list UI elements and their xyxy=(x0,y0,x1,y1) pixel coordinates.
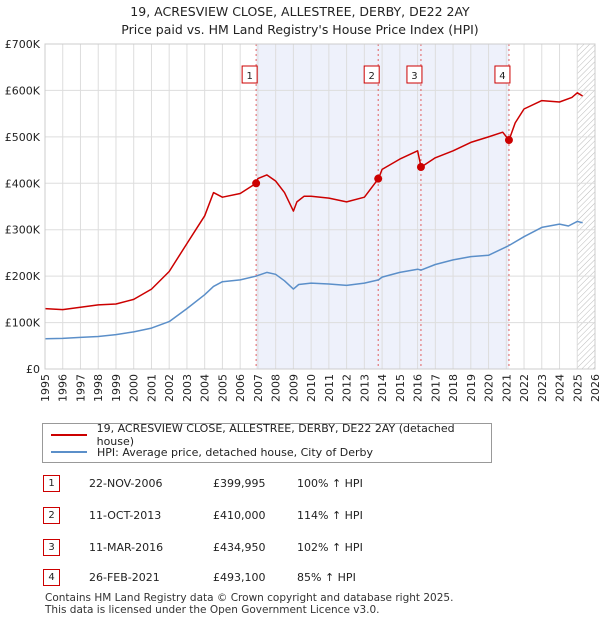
legend-swatch-property xyxy=(51,434,87,436)
sale-number-box xyxy=(241,65,258,84)
x-tick-label: 1998 xyxy=(92,374,105,402)
sale-price: £434,950 xyxy=(213,541,266,554)
x-tick-label: 2025 xyxy=(571,374,584,402)
x-tick-label: 2013 xyxy=(358,374,371,402)
y-tick-label: £0 xyxy=(26,363,40,376)
x-tick-label: 2006 xyxy=(234,374,247,402)
x-tick-label: 2003 xyxy=(181,374,194,402)
x-tick-label: 2019 xyxy=(465,374,478,402)
sale-hpi: 85% ↑ HPI xyxy=(297,571,356,584)
sale-date: 11-MAR-2016 xyxy=(89,541,164,554)
sale-hpi: 102% ↑ HPI xyxy=(297,541,363,554)
sale-date: 26-FEB-2021 xyxy=(89,571,160,584)
sale-hpi: 100% ↑ HPI xyxy=(297,477,363,490)
x-tick-label: 2020 xyxy=(483,374,496,402)
x-tick-label: 2012 xyxy=(341,374,354,402)
legend-item-hpi: HPI: Average price, detached house, City… xyxy=(51,444,373,460)
sale-number-label: 3 xyxy=(411,71,417,82)
x-tick-label: 2022 xyxy=(518,374,531,402)
footer-license: This data is licensed under the Open Gov… xyxy=(45,604,380,616)
sale-row: 1 22-NOV-2006 £399,995 100% ↑ HPI xyxy=(0,475,600,495)
sale-number-label: 4 xyxy=(499,71,505,82)
x-tick-label: 1999 xyxy=(110,374,123,402)
sale-badge: 4 xyxy=(43,569,60,586)
x-tick-label: 2017 xyxy=(429,374,442,402)
x-tick-label: 2001 xyxy=(145,374,158,402)
sale-number-box xyxy=(494,65,511,84)
legend-item-property: 19, ACRESVIEW CLOSE, ALLESTREE, DERBY, D… xyxy=(51,422,491,448)
x-tick-label: 2016 xyxy=(412,374,425,402)
x-tick-label: 2021 xyxy=(500,374,513,402)
sale-point xyxy=(374,174,383,183)
x-tick-label: 1997 xyxy=(74,374,87,402)
sale-number-box xyxy=(406,65,423,84)
sale-badge: 3 xyxy=(43,539,60,556)
sale-number-label: 2 xyxy=(369,71,375,82)
sale-row: 4 26-FEB-2021 £493,100 85% ↑ HPI xyxy=(0,569,600,589)
x-tick-label: 2014 xyxy=(376,374,389,402)
sale-date: 11-OCT-2013 xyxy=(89,509,162,522)
sale-point xyxy=(416,163,425,172)
sale-point xyxy=(504,136,513,145)
y-tick-label: £700K xyxy=(5,38,41,51)
sale-point xyxy=(252,179,261,188)
y-tick-label: £200K xyxy=(5,270,41,283)
x-tick-label: 2000 xyxy=(128,374,141,402)
x-tick-label: 2026 xyxy=(589,374,600,402)
x-tick-label: 2015 xyxy=(394,374,407,402)
legend-swatch-hpi xyxy=(51,451,87,453)
chart-title: 19, ACRESVIEW CLOSE, ALLESTREE, DERBY, D… xyxy=(130,4,470,19)
chart-subtitle: Price paid vs. HM Land Registry's House … xyxy=(121,22,479,37)
sale-badge: 1 xyxy=(43,475,60,492)
sale-number-label: 1 xyxy=(246,71,252,82)
x-tick-label: 2024 xyxy=(554,374,567,402)
x-tick-label: 2011 xyxy=(323,374,336,402)
sale-number-box xyxy=(363,65,380,84)
x-tick-label: 2004 xyxy=(199,374,212,402)
legend-label-property: 19, ACRESVIEW CLOSE, ALLESTREE, DERBY, D… xyxy=(96,422,455,448)
sale-badge: 2 xyxy=(43,507,60,524)
x-tick-label: 2007 xyxy=(252,374,265,402)
sale-hpi: 114% ↑ HPI xyxy=(297,509,363,522)
y-tick-label: £300K xyxy=(5,224,41,237)
x-tick-label: 2010 xyxy=(305,374,318,402)
plot-frame xyxy=(44,43,596,370)
sale-price: £410,000 xyxy=(213,509,266,522)
x-tick-label: 2005 xyxy=(216,374,229,402)
hpi-series-line xyxy=(44,220,583,340)
y-tick-label: £400K xyxy=(5,177,41,190)
sale-row: 2 11-OCT-2013 £410,000 114% ↑ HPI xyxy=(0,507,600,527)
y-tick-label: £500K xyxy=(5,131,41,144)
x-tick-label: 2002 xyxy=(163,374,176,402)
price-chart: 1 2 3 4 £0 £100K £200K £300K £400K £500K £600K £700… xyxy=(5,38,600,402)
x-tick-label: 2009 xyxy=(287,374,300,402)
chart-legend: 19, ACRESVIEW CLOSE, ALLESTREE, DERBY, D… xyxy=(42,422,492,463)
x-tick-label: 1995 xyxy=(39,374,52,402)
legend-label-hpi: HPI: Average price, detached house, City… xyxy=(97,445,374,459)
future-hatch-region xyxy=(577,44,595,369)
sale-row: 3 11-MAR-2016 £434,950 102% ↑ HPI xyxy=(0,539,600,559)
sale-date: 22-NOV-2006 xyxy=(89,477,163,490)
x-tick-label: 1996 xyxy=(57,374,70,402)
sale-price: £493,100 xyxy=(213,571,266,584)
footer-copyright: Contains HM Land Registry data © Crown c… xyxy=(45,592,454,604)
sale-price: £399,995 xyxy=(213,477,266,490)
y-tick-label: £600K xyxy=(5,84,41,97)
x-tick-label: 2023 xyxy=(536,374,549,402)
x-tick-label: 2018 xyxy=(447,374,460,402)
x-tick-label: 2008 xyxy=(270,374,283,402)
y-tick-label: £100K xyxy=(5,317,41,330)
